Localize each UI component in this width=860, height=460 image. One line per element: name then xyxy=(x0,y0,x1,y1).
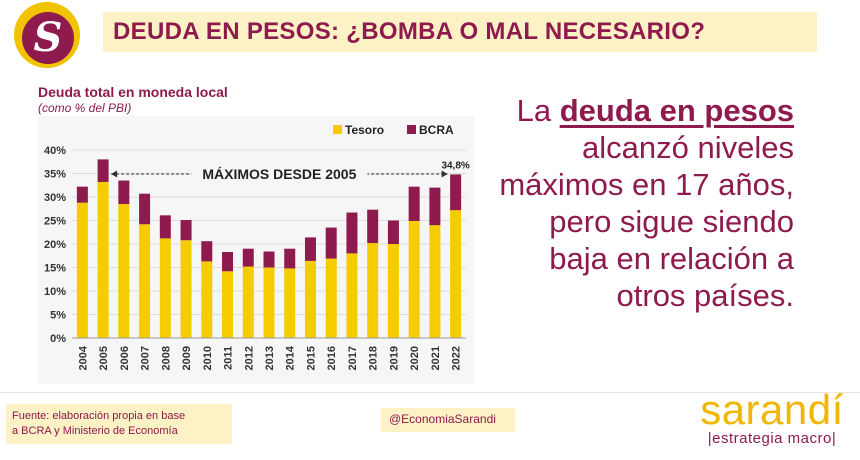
y-tick-label: 25% xyxy=(44,216,66,228)
bar-bcra-2005 xyxy=(97,159,109,182)
bar-tesoro-2018 xyxy=(367,243,379,338)
bar-bcra-2015 xyxy=(304,237,316,261)
y-tick-label: 0% xyxy=(50,333,66,345)
x-tick-label: 2008 xyxy=(160,346,172,370)
x-tick-label: 2015 xyxy=(305,346,317,370)
bar-tesoro-2009 xyxy=(180,240,192,338)
x-tick-label: 2020 xyxy=(409,346,421,370)
bar-tesoro-2021 xyxy=(429,225,441,338)
annotation-label-background xyxy=(191,164,368,184)
x-tick-label: 2011 xyxy=(223,346,235,370)
source-text: Fuente: elaboración propia en base a BCR… xyxy=(12,410,186,437)
x-tick-label: 2021 xyxy=(430,346,442,370)
bar-bcra-2020 xyxy=(408,186,420,221)
bar-tesoro-2016 xyxy=(325,258,337,338)
message-part-1: La xyxy=(516,93,560,128)
y-tick-label: 20% xyxy=(44,239,66,251)
x-tick-label: 2012 xyxy=(243,346,255,370)
bar-bcra-2018 xyxy=(367,209,379,244)
x-tick-label: 2013 xyxy=(264,346,276,370)
legend-swatch-tesoro xyxy=(333,125,342,134)
y-tick-label: 35% xyxy=(44,169,66,181)
page-title: DEUDA EN PESOS: ¿BOMBA O MAL NECESARIO? xyxy=(113,18,706,45)
last-value-label: 34,8% xyxy=(441,160,469,171)
bar-bcra-2017 xyxy=(346,212,358,254)
social-handle: @EconomiaSarandi xyxy=(389,412,496,426)
bar-bcra-2006 xyxy=(118,180,130,205)
y-tick-label: 15% xyxy=(44,263,66,275)
footer-divider xyxy=(0,392,860,393)
bar-tesoro-2014 xyxy=(284,268,296,338)
bar-tesoro-2008 xyxy=(159,238,171,338)
bar-tesoro-2006 xyxy=(118,204,130,338)
message-part-2: alcanzó niveles máximos en 17 años, pero… xyxy=(499,130,794,313)
bar-bcra-2013 xyxy=(263,251,275,268)
x-tick-label: 2007 xyxy=(140,346,152,370)
chart-plot-background xyxy=(38,116,474,384)
source-box: Fuente: elaboración propia en base a BCR… xyxy=(6,404,232,444)
legend-label-bcra: BCRA xyxy=(419,123,454,137)
x-tick-label: 2016 xyxy=(326,346,338,370)
bar-tesoro-2004 xyxy=(76,202,88,338)
chart-title: Deuda total en moneda local xyxy=(38,84,228,100)
bar-tesoro-2019 xyxy=(387,244,399,338)
bar-bcra-2009 xyxy=(180,220,192,241)
chart-subtitle: (como % del PBI) xyxy=(38,101,132,115)
y-tick-label: 5% xyxy=(50,310,66,322)
title-banner: DEUDA EN PESOS: ¿BOMBA O MAL NECESARIO? xyxy=(103,12,817,52)
x-tick-label: 2019 xyxy=(388,346,400,370)
x-tick-label: 2010 xyxy=(202,346,214,370)
x-tick-label: 2014 xyxy=(285,345,297,370)
x-tick-label: 2018 xyxy=(368,346,380,370)
bar-bcra-2014 xyxy=(284,248,296,269)
x-tick-label: 2006 xyxy=(119,346,131,370)
bar-bcra-2010 xyxy=(201,241,213,262)
brand-tagline: |estrategia macro| xyxy=(707,430,837,447)
arrow-right-icon xyxy=(441,170,448,178)
bar-bcra-2012 xyxy=(242,248,254,267)
bar-bcra-2021 xyxy=(429,187,441,226)
bar-tesoro-2022 xyxy=(450,210,462,338)
bar-bcra-2004 xyxy=(76,186,88,203)
x-tick-label: 2009 xyxy=(181,346,193,370)
bar-bcra-2016 xyxy=(325,227,337,259)
sarandi-logo-icon: S xyxy=(14,2,80,68)
x-tick-label: 2004 xyxy=(77,345,89,370)
bar-tesoro-2011 xyxy=(222,271,234,338)
brand-name: sarandí xyxy=(700,386,844,433)
y-tick-label: 10% xyxy=(44,286,66,298)
bar-tesoro-2017 xyxy=(346,253,358,338)
y-tick-label: 40% xyxy=(44,145,66,157)
message-highlight: deuda en pesos xyxy=(559,93,794,128)
bar-tesoro-2007 xyxy=(139,224,151,338)
key-message: La deuda en pesos alcanzó niveles máximo… xyxy=(492,92,794,314)
bar-tesoro-2012 xyxy=(242,266,254,338)
bar-bcra-2011 xyxy=(222,251,234,272)
bar-tesoro-2010 xyxy=(201,261,213,338)
y-tick-label: 30% xyxy=(44,192,66,204)
logo-letter: S xyxy=(22,12,74,64)
bar-tesoro-2015 xyxy=(304,260,316,338)
bar-tesoro-2020 xyxy=(408,220,420,338)
handle-box: @EconomiaSarandi xyxy=(381,408,515,432)
bar-bcra-2019 xyxy=(387,220,399,244)
x-tick-label: 2005 xyxy=(98,346,110,370)
bar-bcra-2008 xyxy=(159,215,171,239)
brand-logo: sarandí |estrategia macro| xyxy=(692,388,852,448)
bar-tesoro-2005 xyxy=(97,181,109,338)
bar-bcra-2007 xyxy=(139,193,151,225)
arrow-left-icon xyxy=(111,170,118,178)
bar-tesoro-2013 xyxy=(263,267,275,338)
x-tick-label: 2017 xyxy=(347,346,359,370)
legend-label-tesoro: Tesoro xyxy=(345,123,384,137)
annotation-label: MÁXIMOS DESDE 2005 xyxy=(202,166,356,182)
stacked-bar-chart: 0% 5% 10% 15% 20% 25% 30% 35% 40% 2004 2005 2006 20… xyxy=(38,116,474,384)
legend-swatch-bcra xyxy=(407,125,416,134)
bar-bcra-2022 xyxy=(450,174,462,211)
x-tick-label: 2022 xyxy=(451,346,463,370)
